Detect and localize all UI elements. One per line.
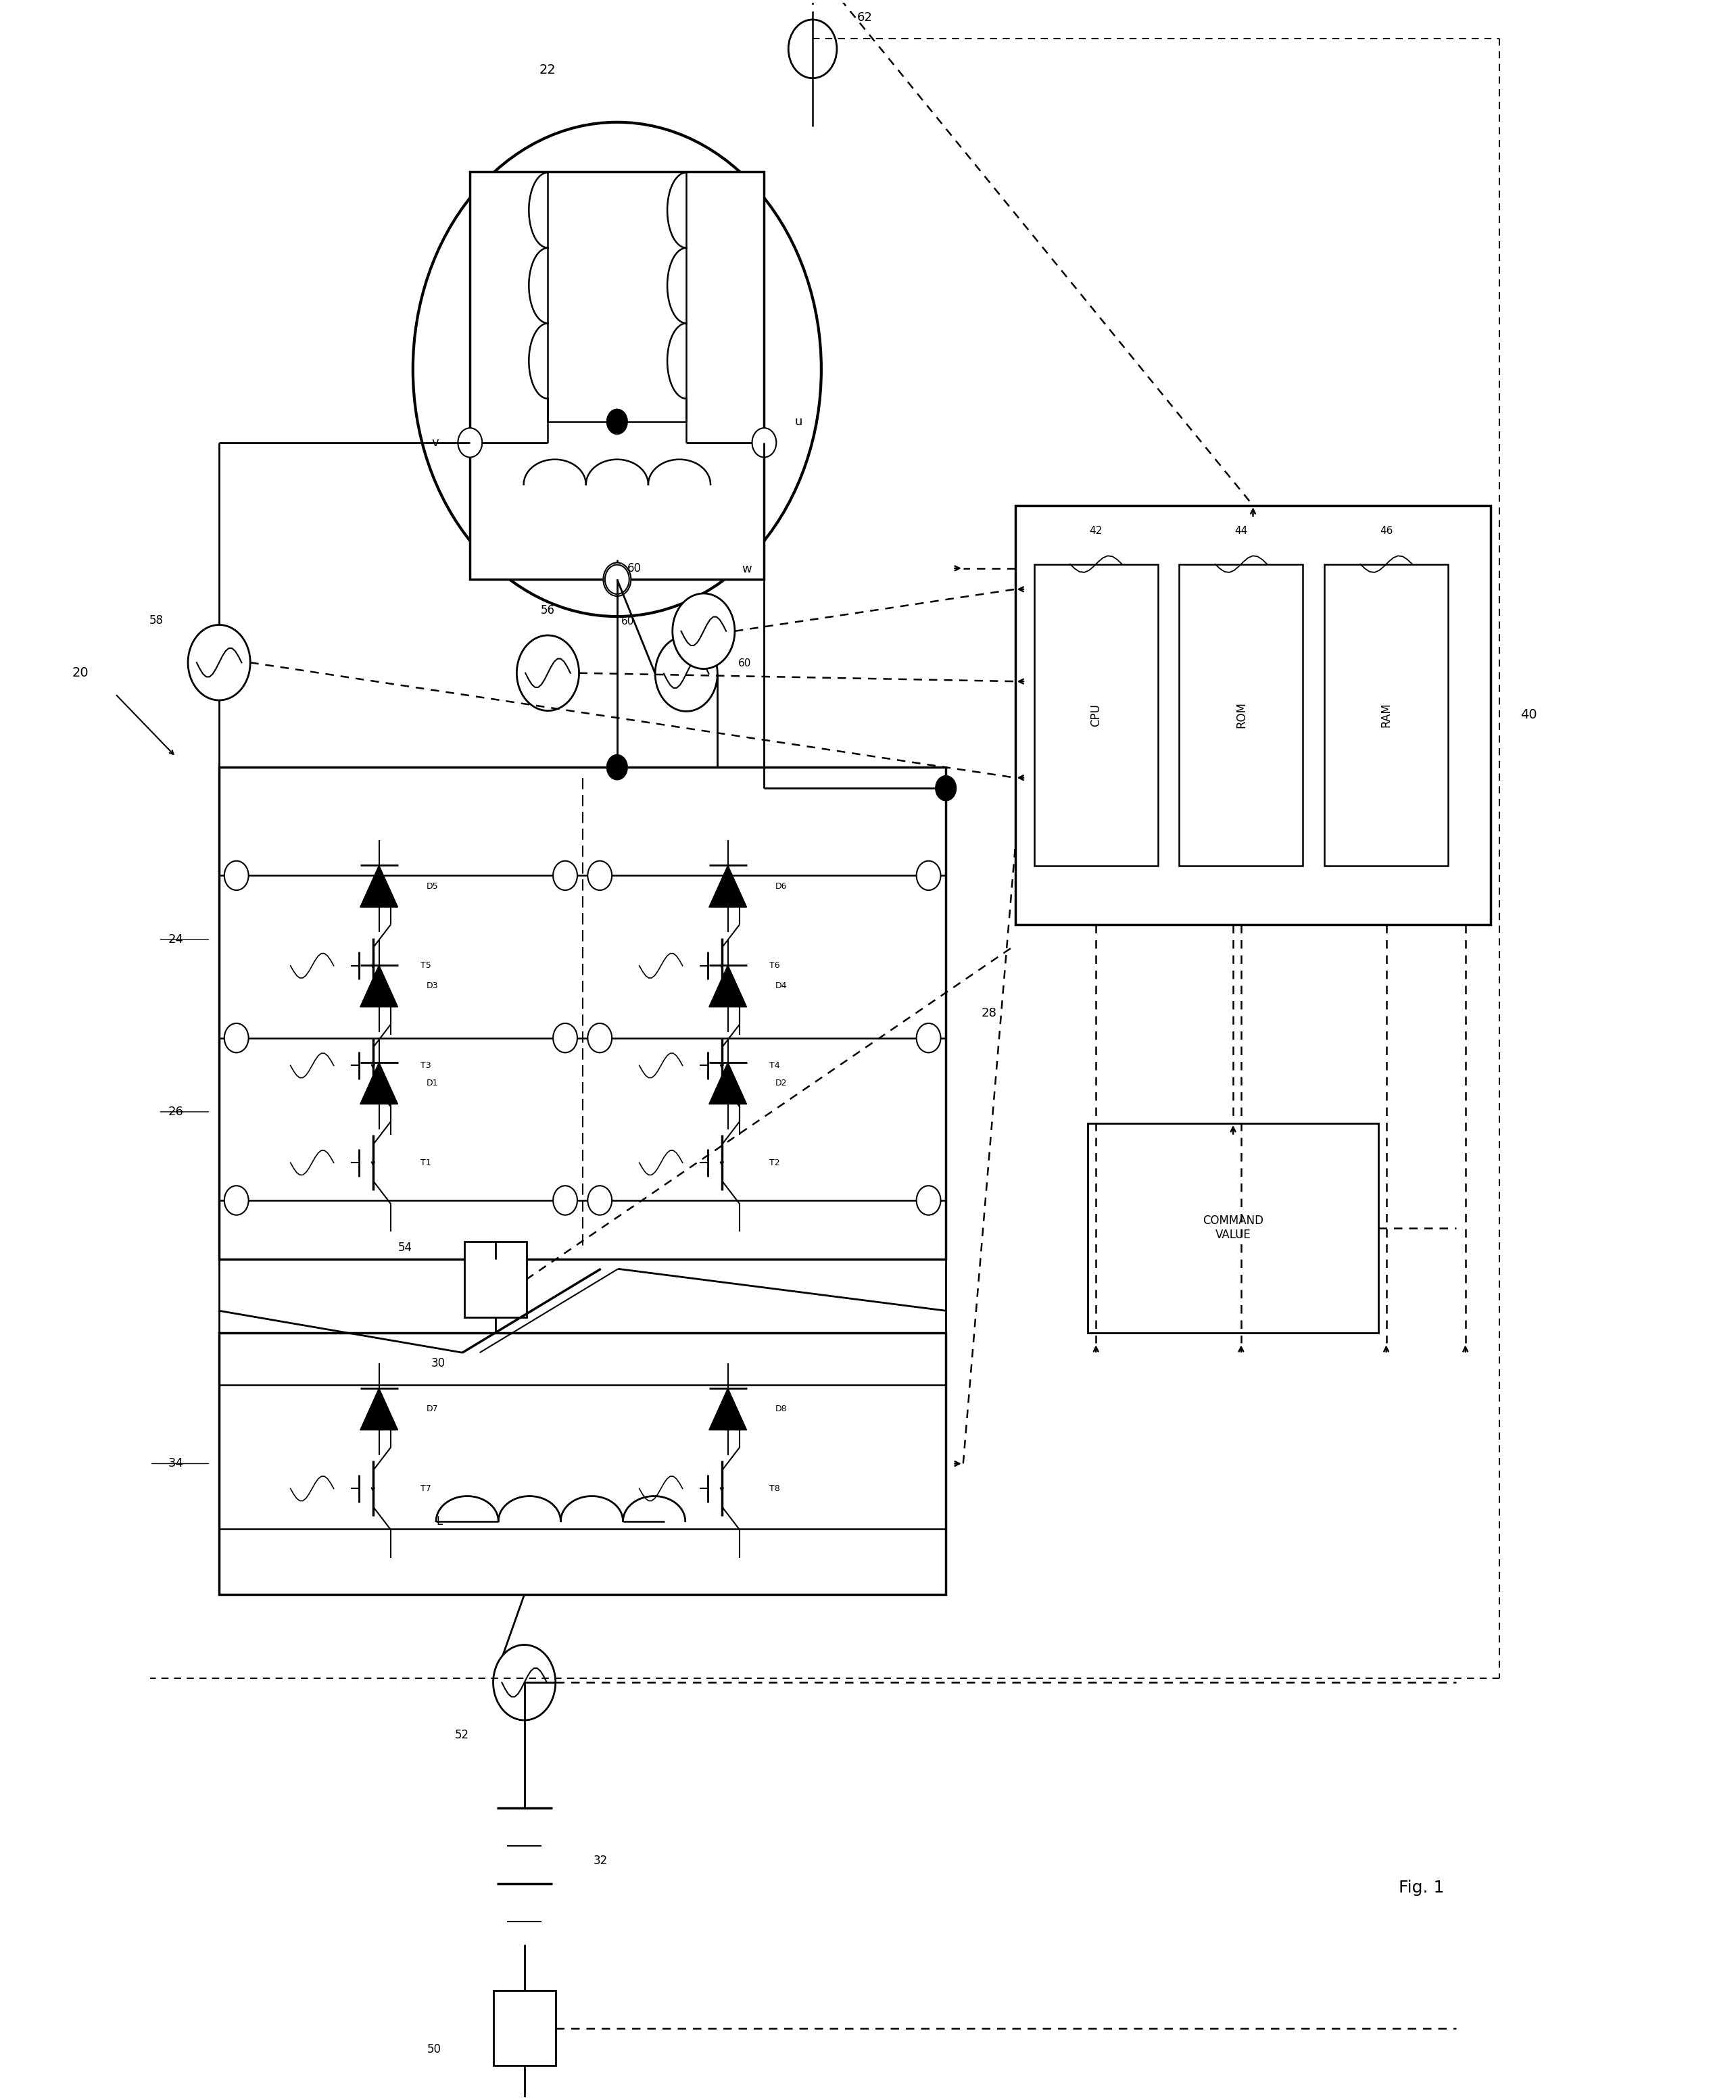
- Bar: [1179, 565, 1304, 865]
- Text: 32: 32: [594, 1854, 608, 1867]
- Text: 42: 42: [1090, 525, 1102, 536]
- Circle shape: [606, 410, 627, 435]
- Text: 60: 60: [621, 615, 634, 626]
- Polygon shape: [359, 966, 398, 1006]
- Bar: [493, 1991, 556, 2066]
- Text: 22: 22: [540, 63, 556, 76]
- Bar: [464, 1241, 526, 1317]
- Circle shape: [602, 563, 630, 596]
- Text: T3: T3: [420, 1060, 431, 1069]
- Bar: [219, 1334, 946, 1594]
- Circle shape: [672, 594, 734, 668]
- Circle shape: [788, 19, 837, 78]
- Bar: [1035, 565, 1158, 865]
- Text: 28: 28: [981, 1008, 996, 1018]
- Text: T8: T8: [769, 1485, 779, 1493]
- Text: 40: 40: [1521, 708, 1538, 720]
- Text: T2: T2: [769, 1159, 779, 1168]
- Circle shape: [493, 1644, 556, 1720]
- Text: 58: 58: [149, 615, 163, 626]
- Polygon shape: [359, 865, 398, 907]
- Polygon shape: [708, 1063, 746, 1105]
- Polygon shape: [359, 1388, 398, 1430]
- Text: RAM: RAM: [1380, 704, 1392, 727]
- Text: 20: 20: [73, 666, 89, 680]
- Circle shape: [936, 775, 957, 800]
- Text: 50: 50: [427, 2043, 441, 2056]
- Bar: [470, 172, 764, 580]
- Polygon shape: [708, 966, 746, 1006]
- Text: v: v: [432, 437, 439, 449]
- Circle shape: [589, 861, 611, 890]
- Text: T7: T7: [420, 1485, 431, 1493]
- Bar: [219, 766, 946, 1260]
- Text: D5: D5: [427, 882, 439, 890]
- Text: Fig. 1: Fig. 1: [1399, 1879, 1444, 1896]
- Text: 44: 44: [1234, 525, 1248, 536]
- Circle shape: [589, 1023, 611, 1052]
- Circle shape: [589, 1186, 611, 1216]
- Circle shape: [917, 1023, 941, 1052]
- Text: 24: 24: [168, 932, 184, 945]
- Text: 30: 30: [431, 1357, 444, 1369]
- Text: 60: 60: [738, 657, 752, 668]
- Text: CPU: CPU: [1090, 704, 1102, 727]
- Circle shape: [917, 861, 941, 890]
- Text: 26: 26: [168, 1107, 184, 1117]
- Text: 56: 56: [542, 605, 556, 615]
- Text: T6: T6: [769, 962, 779, 970]
- Text: D6: D6: [776, 882, 786, 890]
- Circle shape: [554, 861, 578, 890]
- Text: T5: T5: [420, 962, 431, 970]
- Circle shape: [224, 861, 248, 890]
- Circle shape: [517, 636, 580, 710]
- Text: u: u: [795, 416, 802, 428]
- Text: D2: D2: [776, 1079, 786, 1088]
- Text: 52: 52: [455, 1728, 469, 1741]
- Circle shape: [413, 122, 821, 617]
- Text: L: L: [436, 1514, 443, 1527]
- Circle shape: [187, 626, 250, 699]
- Text: D1: D1: [427, 1079, 439, 1088]
- Circle shape: [752, 428, 776, 458]
- Text: D4: D4: [776, 981, 786, 991]
- Text: 54: 54: [398, 1241, 411, 1254]
- Polygon shape: [708, 1388, 746, 1430]
- Circle shape: [604, 565, 628, 594]
- Circle shape: [554, 1186, 578, 1216]
- Circle shape: [606, 754, 627, 779]
- Bar: [1325, 565, 1448, 865]
- Polygon shape: [359, 1063, 398, 1105]
- Text: 34: 34: [168, 1457, 184, 1470]
- Text: T4: T4: [769, 1060, 779, 1069]
- Circle shape: [654, 636, 717, 712]
- Text: 60: 60: [627, 563, 642, 575]
- Text: D8: D8: [776, 1405, 786, 1413]
- Text: ROM: ROM: [1234, 701, 1246, 729]
- Bar: [1088, 1124, 1378, 1334]
- Circle shape: [917, 1186, 941, 1216]
- Circle shape: [224, 1186, 248, 1216]
- Circle shape: [554, 1023, 578, 1052]
- Bar: [1016, 506, 1491, 924]
- Text: 62: 62: [858, 10, 871, 23]
- Polygon shape: [708, 865, 746, 907]
- Text: COMMAND
VALUE: COMMAND VALUE: [1203, 1216, 1264, 1241]
- Text: T1: T1: [420, 1159, 431, 1168]
- Text: w: w: [741, 563, 752, 575]
- Circle shape: [224, 1023, 248, 1052]
- Text: 46: 46: [1380, 525, 1392, 536]
- Text: D3: D3: [427, 981, 439, 991]
- Circle shape: [458, 428, 483, 458]
- Text: D7: D7: [427, 1405, 439, 1413]
